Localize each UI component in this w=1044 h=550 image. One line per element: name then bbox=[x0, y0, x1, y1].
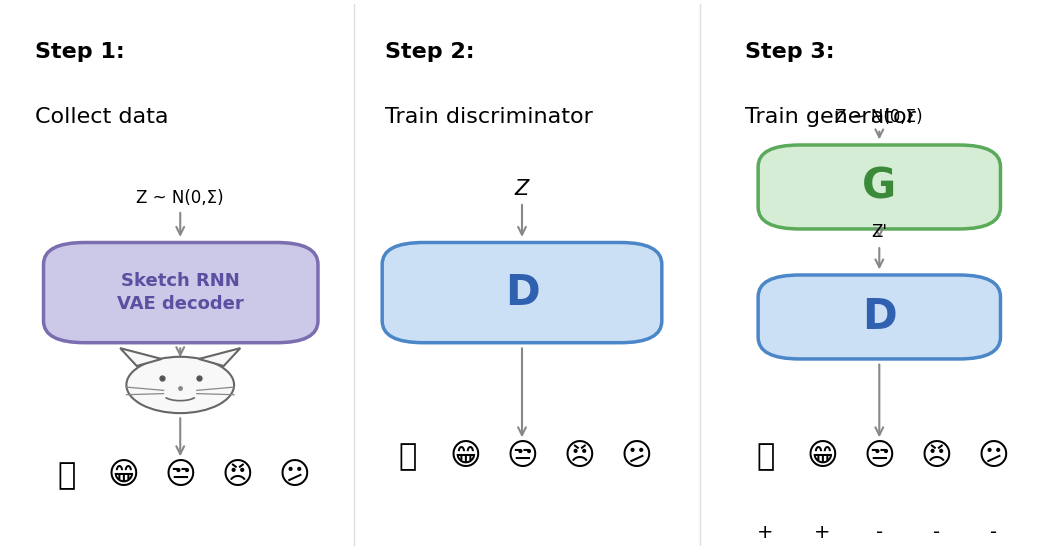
Text: Z': Z' bbox=[872, 223, 887, 241]
Polygon shape bbox=[120, 348, 162, 366]
Text: Step 1:: Step 1: bbox=[35, 42, 125, 62]
Text: +: + bbox=[757, 523, 774, 542]
Text: Collect data: Collect data bbox=[35, 107, 169, 127]
Text: -: - bbox=[932, 523, 940, 542]
Text: Z: Z bbox=[515, 179, 529, 199]
Text: 🙂: 🙂 bbox=[399, 442, 418, 471]
Text: 😠: 😠 bbox=[921, 442, 952, 471]
Text: 😠: 😠 bbox=[563, 442, 595, 471]
Text: Step 3:: Step 3: bbox=[744, 42, 834, 62]
Text: D: D bbox=[862, 296, 897, 338]
Text: G: G bbox=[862, 166, 897, 208]
Text: Train generator: Train generator bbox=[744, 107, 916, 127]
Text: 😕: 😕 bbox=[620, 442, 651, 471]
FancyBboxPatch shape bbox=[758, 275, 1000, 359]
Polygon shape bbox=[198, 348, 240, 366]
Text: 😁: 😁 bbox=[806, 442, 838, 471]
Text: 😕: 😕 bbox=[279, 461, 310, 490]
FancyBboxPatch shape bbox=[44, 243, 318, 343]
Text: Train discriminator: Train discriminator bbox=[385, 107, 593, 127]
Text: 😒: 😒 bbox=[506, 442, 538, 471]
Text: Step 2:: Step 2: bbox=[385, 42, 475, 62]
Text: -: - bbox=[990, 523, 997, 542]
Text: Sketch RNN
VAE decoder: Sketch RNN VAE decoder bbox=[117, 272, 244, 313]
FancyBboxPatch shape bbox=[382, 243, 662, 343]
Circle shape bbox=[126, 357, 234, 413]
Text: 🙂: 🙂 bbox=[756, 442, 775, 471]
Text: D: D bbox=[504, 272, 540, 313]
Text: 😕: 😕 bbox=[977, 442, 1010, 471]
Text: Z ~ N(0,Σ): Z ~ N(0,Σ) bbox=[835, 108, 923, 126]
Text: Z ~ N(0,Σ): Z ~ N(0,Σ) bbox=[137, 189, 224, 207]
Text: 😠: 😠 bbox=[221, 461, 253, 490]
FancyBboxPatch shape bbox=[758, 145, 1000, 229]
Text: 😒: 😒 bbox=[863, 442, 895, 471]
Text: -: - bbox=[876, 523, 883, 542]
Text: 😁: 😁 bbox=[449, 442, 481, 471]
Text: +: + bbox=[814, 523, 831, 542]
Text: 🙂: 🙂 bbox=[57, 461, 75, 490]
Text: 😁: 😁 bbox=[108, 461, 139, 490]
Text: 😒: 😒 bbox=[164, 461, 196, 490]
